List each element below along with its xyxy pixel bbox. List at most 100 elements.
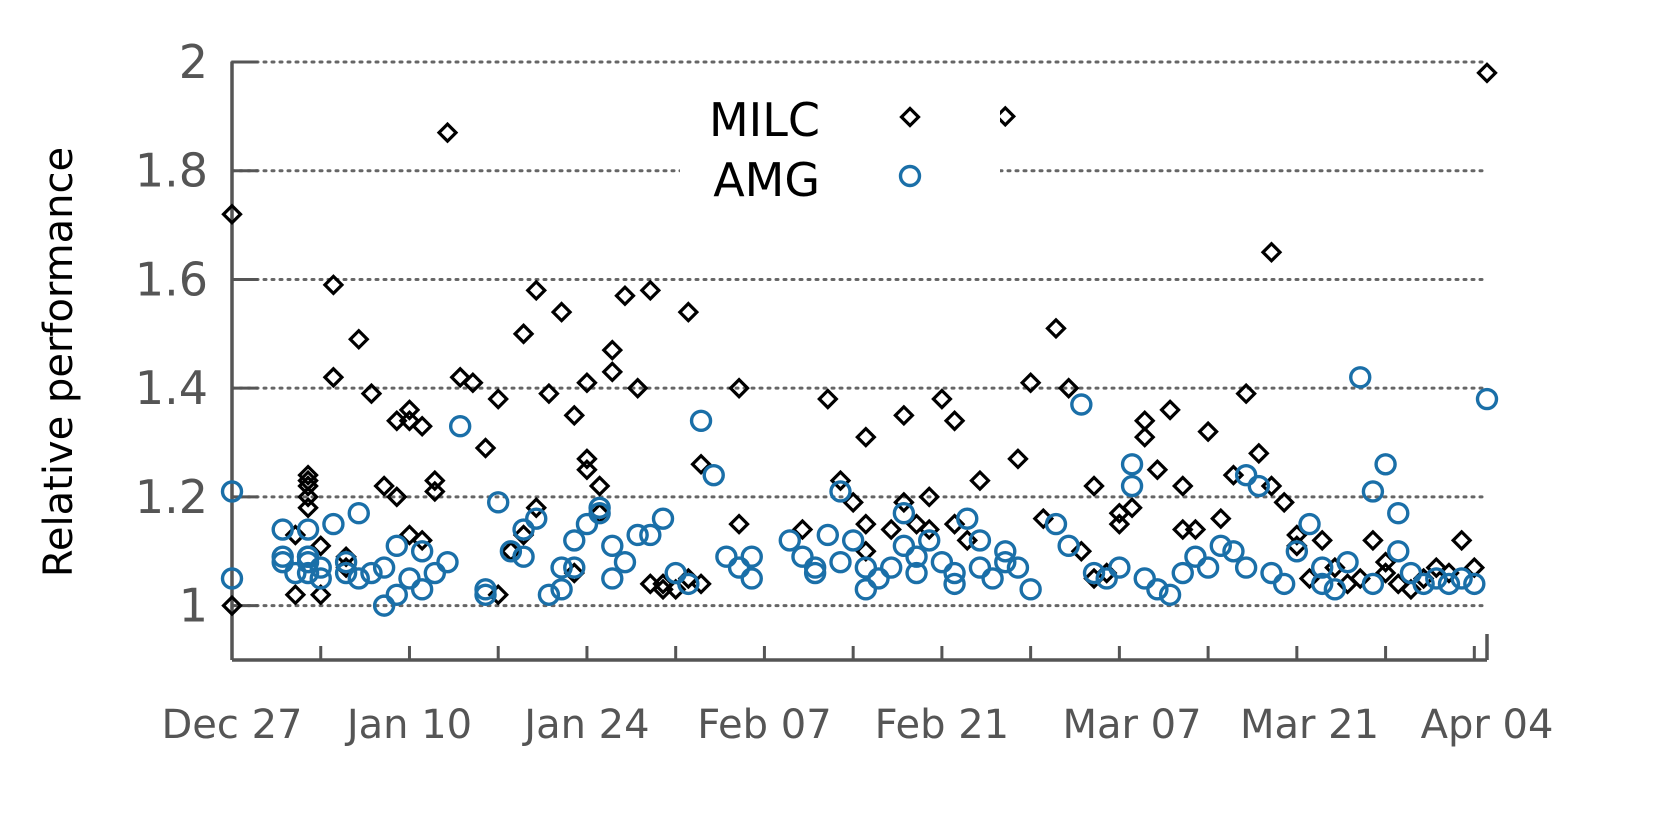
amg-point <box>664 561 687 585</box>
milc-point <box>1425 556 1448 579</box>
amg-point <box>791 545 814 568</box>
amg-point <box>347 502 370 525</box>
milc-point <box>690 453 712 476</box>
milc-point <box>728 377 750 399</box>
amg-point <box>537 583 561 606</box>
amg-point <box>1361 572 1385 596</box>
amg-point <box>841 529 865 552</box>
amg-point <box>1387 502 1410 525</box>
amg-point <box>918 529 941 552</box>
amg-point <box>1234 556 1258 579</box>
amg-point <box>563 556 586 579</box>
milc-point <box>449 366 471 389</box>
amg-point <box>1311 572 1334 596</box>
milc-point <box>1070 540 1093 563</box>
milc-point <box>1045 317 1067 340</box>
axes <box>230 62 1489 662</box>
milc-point <box>893 491 915 514</box>
milc-point <box>576 458 598 481</box>
x-axis-ticks: Dec 27 Jan 10 Jan 24 Feb 07 Feb 21 Mar 07 Mar … <box>161 646 1553 748</box>
milc-point <box>297 464 319 486</box>
milc-point <box>614 285 636 307</box>
amg-point <box>423 561 447 585</box>
amg-point <box>309 567 332 590</box>
amg-point <box>1285 540 1309 563</box>
amg-point <box>639 523 662 547</box>
milc-point <box>576 371 598 394</box>
milc-point <box>221 203 243 225</box>
milc-point <box>411 529 433 552</box>
amg-point <box>372 556 396 579</box>
amg-point <box>905 545 928 568</box>
milc-point <box>309 535 332 557</box>
y-tick-label: 1.6 <box>135 252 208 306</box>
amg-point <box>1095 567 1118 590</box>
y-tick-label: 1.8 <box>135 144 208 198</box>
milc-point <box>348 328 370 351</box>
milc-point <box>1108 513 1131 535</box>
amg-point <box>1387 540 1410 563</box>
milc-point <box>1210 507 1232 530</box>
amg-point <box>334 561 358 585</box>
milc-point <box>918 486 940 508</box>
milc-point <box>576 448 598 470</box>
amg-point <box>1349 366 1372 389</box>
amg-point <box>550 578 573 601</box>
milc-point <box>309 584 332 606</box>
legend-background <box>680 88 1000 206</box>
amg-point <box>284 561 307 585</box>
milc-point <box>284 524 307 546</box>
milc-point <box>525 497 548 519</box>
amg-point <box>525 507 548 530</box>
milc-point <box>398 524 421 546</box>
milc-point <box>1362 529 1384 552</box>
amg-point <box>981 567 1004 590</box>
milc-point <box>411 415 433 437</box>
x-tick-label: Feb 07 <box>697 702 831 748</box>
amg-point <box>1475 387 1499 411</box>
legend-label-amg: AMG <box>713 153 820 207</box>
amg-point <box>943 572 966 596</box>
y-tick-label: 1.2 <box>135 470 208 524</box>
amg-point <box>1120 453 1144 476</box>
amg-point <box>1044 512 1068 536</box>
milc-point <box>1057 377 1080 399</box>
x-tick-label: Feb 21 <box>875 702 1009 748</box>
amg-point <box>956 507 979 530</box>
amg-point <box>1171 561 1194 585</box>
milc-point <box>512 323 535 345</box>
x-tick-label: Jan 10 <box>344 702 472 748</box>
amg-point <box>689 409 713 432</box>
milc-point <box>1400 578 1422 601</box>
milc-point <box>322 274 345 296</box>
amg-point <box>677 572 700 596</box>
amg-point <box>1196 556 1220 579</box>
milc-point <box>525 279 548 302</box>
amg-point <box>1209 534 1232 558</box>
milc-point <box>487 584 509 606</box>
milc-point <box>1248 442 1270 465</box>
amg-point <box>1158 583 1182 606</box>
milc-point <box>791 518 814 541</box>
amg-point <box>1374 453 1397 476</box>
amg-point <box>372 594 396 617</box>
milc-point <box>1450 529 1473 552</box>
amg-point <box>879 556 903 579</box>
amg-point <box>1437 572 1461 596</box>
amg-point <box>816 523 840 547</box>
milc-point <box>918 518 940 541</box>
amg-point <box>905 561 928 585</box>
amg-point <box>296 518 320 541</box>
y-tick-label: 2 <box>179 35 208 89</box>
milc-point <box>487 388 509 410</box>
milc-point <box>322 366 345 389</box>
amg-point <box>1247 474 1271 498</box>
amg-point <box>1272 572 1296 596</box>
milc-point <box>1083 475 1105 497</box>
amg-point <box>385 534 408 558</box>
milc-point <box>601 361 624 383</box>
milc-point <box>855 426 877 448</box>
milc-point <box>284 584 307 606</box>
amg-point <box>474 583 497 606</box>
